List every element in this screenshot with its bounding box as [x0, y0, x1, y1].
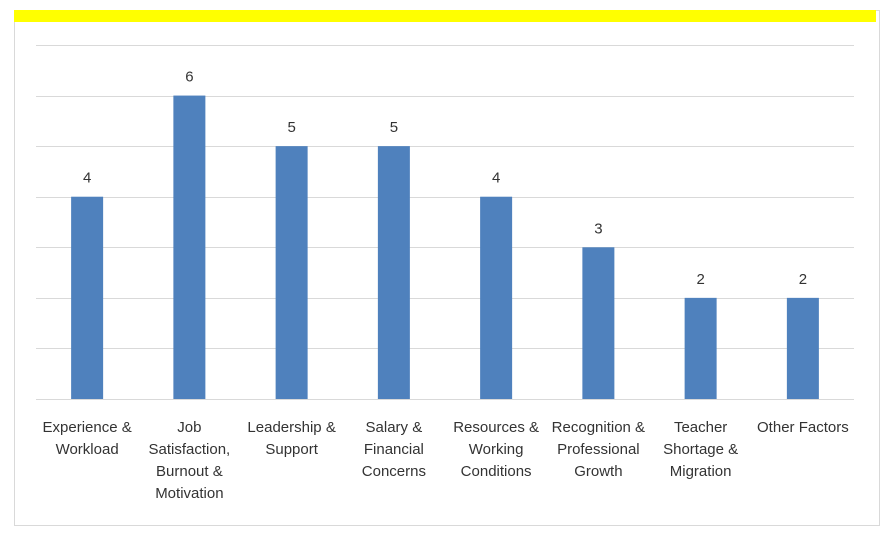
- value-label: 3: [594, 220, 602, 237]
- bar: [71, 196, 104, 399]
- bar: [786, 297, 819, 399]
- value-label: 4: [492, 170, 500, 187]
- x-tick-label: Other Factors: [757, 419, 849, 436]
- x-tick-label: Salary & Financial Concerns: [361, 419, 426, 480]
- bar: [480, 196, 513, 399]
- value-label: 5: [390, 119, 398, 136]
- x-tick-label: Resources & Working Conditions: [453, 419, 540, 480]
- value-label: 5: [287, 119, 295, 136]
- bar: [275, 146, 308, 399]
- x-tick-label: Teacher Shortage & Migration: [663, 419, 739, 480]
- bar: [582, 247, 615, 399]
- x-tick-label: Experience & Workload: [42, 419, 132, 458]
- value-label: 4: [83, 170, 91, 187]
- header-bar: [14, 10, 876, 22]
- value-label: 2: [696, 271, 704, 288]
- bar: [684, 297, 717, 399]
- x-tick-label: Leadership & Support: [247, 419, 336, 458]
- value-label: 2: [799, 271, 807, 288]
- x-tick-label: Recognition & Professional Growth: [551, 419, 646, 480]
- bar: [173, 95, 206, 400]
- value-label: 6: [185, 69, 193, 86]
- x-tick-label: Job Satisfaction, Burnout & Motivation: [148, 419, 231, 502]
- bar: [377, 146, 410, 399]
